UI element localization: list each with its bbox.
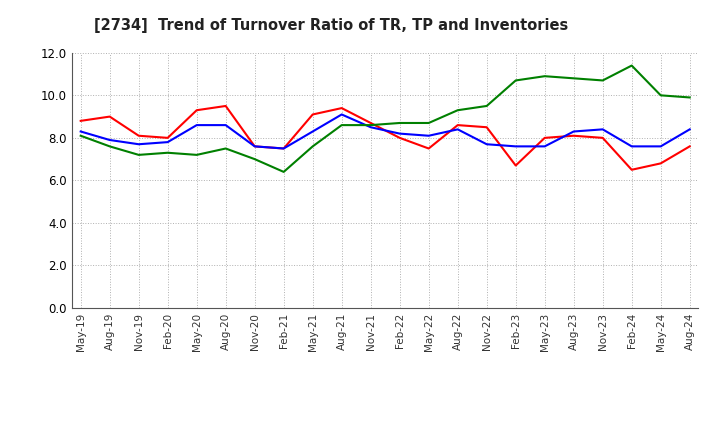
Inventories bbox=[424, 121, 433, 126]
Trade Payables bbox=[192, 122, 201, 128]
Trade Payables bbox=[454, 127, 462, 132]
Trade Payables bbox=[338, 112, 346, 117]
Trade Payables bbox=[657, 144, 665, 149]
Trade Payables bbox=[221, 122, 230, 128]
Trade Receivables bbox=[627, 167, 636, 172]
Trade Receivables bbox=[685, 144, 694, 149]
Inventories bbox=[657, 93, 665, 98]
Trade Payables bbox=[395, 131, 404, 136]
Inventories bbox=[395, 121, 404, 126]
Trade Receivables bbox=[657, 161, 665, 166]
Trade Payables bbox=[105, 137, 114, 143]
Trade Receivables bbox=[570, 133, 578, 139]
Inventories bbox=[76, 133, 85, 139]
Trade Payables bbox=[279, 146, 288, 151]
Trade Receivables bbox=[454, 122, 462, 128]
Trade Receivables bbox=[135, 133, 143, 139]
Trade Receivables bbox=[598, 135, 607, 140]
Trade Payables bbox=[511, 144, 520, 149]
Trade Payables bbox=[76, 129, 85, 134]
Inventories bbox=[163, 150, 172, 155]
Inventories bbox=[511, 78, 520, 83]
Inventories bbox=[135, 152, 143, 158]
Inventories bbox=[541, 73, 549, 79]
Inventories bbox=[105, 144, 114, 149]
Trade Payables bbox=[135, 142, 143, 147]
Trade Payables bbox=[366, 125, 375, 130]
Trade Receivables bbox=[163, 135, 172, 140]
Inventories bbox=[685, 95, 694, 100]
Inventories bbox=[338, 122, 346, 128]
Trade Receivables bbox=[482, 125, 491, 130]
Trade Receivables bbox=[511, 163, 520, 168]
Trade Payables bbox=[598, 127, 607, 132]
Line: Inventories: Inventories bbox=[81, 66, 690, 172]
Trade Payables bbox=[424, 133, 433, 139]
Trade Receivables bbox=[76, 118, 85, 124]
Trade Payables bbox=[541, 144, 549, 149]
Inventories bbox=[308, 144, 317, 149]
Inventories bbox=[482, 103, 491, 109]
Inventories bbox=[192, 152, 201, 158]
Trade Receivables bbox=[105, 114, 114, 119]
Inventories bbox=[598, 78, 607, 83]
Trade Receivables bbox=[251, 144, 259, 149]
Inventories bbox=[279, 169, 288, 175]
Inventories bbox=[366, 122, 375, 128]
Inventories bbox=[251, 157, 259, 162]
Trade Receivables bbox=[395, 135, 404, 140]
Trade Payables bbox=[482, 142, 491, 147]
Inventories bbox=[627, 63, 636, 68]
Trade Receivables bbox=[308, 112, 317, 117]
Trade Receivables bbox=[366, 121, 375, 126]
Trade Payables bbox=[627, 144, 636, 149]
Trade Payables bbox=[251, 144, 259, 149]
Trade Payables bbox=[308, 129, 317, 134]
Text: [2734]  Trend of Turnover Ratio of TR, TP and Inventories: [2734] Trend of Turnover Ratio of TR, TP… bbox=[94, 18, 568, 33]
Inventories bbox=[570, 76, 578, 81]
Trade Receivables bbox=[541, 135, 549, 140]
Trade Receivables bbox=[192, 107, 201, 113]
Line: Trade Receivables: Trade Receivables bbox=[81, 106, 690, 170]
Trade Payables bbox=[685, 127, 694, 132]
Trade Payables bbox=[163, 139, 172, 145]
Trade Receivables bbox=[338, 106, 346, 111]
Trade Receivables bbox=[221, 103, 230, 109]
Trade Receivables bbox=[424, 146, 433, 151]
Line: Trade Payables: Trade Payables bbox=[81, 114, 690, 149]
Trade Receivables bbox=[279, 146, 288, 151]
Trade Payables bbox=[570, 129, 578, 134]
Inventories bbox=[221, 146, 230, 151]
Inventories bbox=[454, 107, 462, 113]
